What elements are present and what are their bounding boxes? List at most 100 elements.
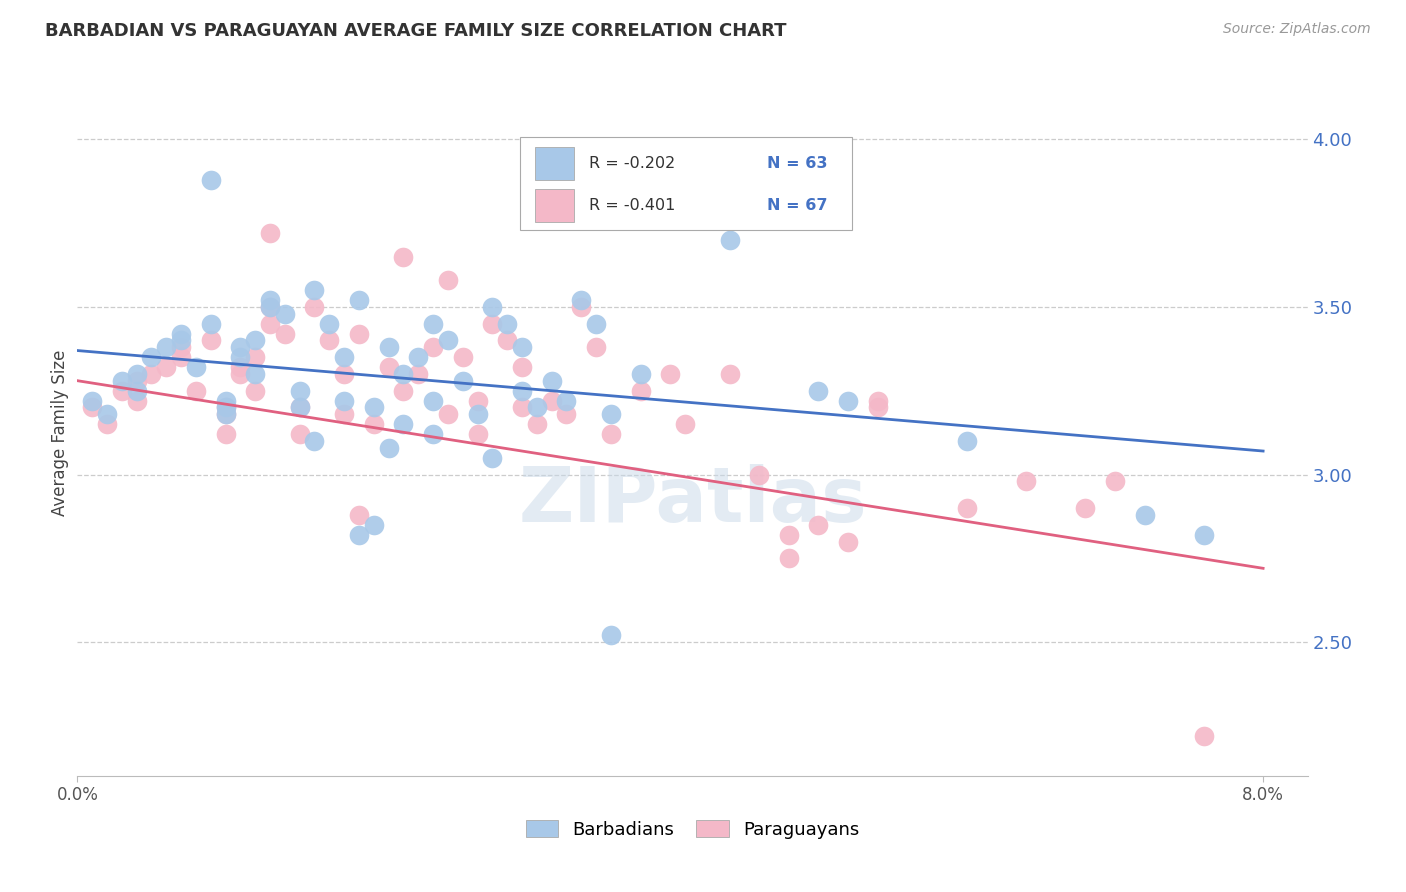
Point bbox=[245, 367, 267, 381]
Point bbox=[422, 340, 444, 354]
Point bbox=[406, 367, 429, 381]
Point bbox=[214, 407, 236, 421]
Point bbox=[377, 360, 399, 375]
Point bbox=[510, 360, 533, 375]
Point bbox=[259, 317, 281, 331]
Text: N = 63: N = 63 bbox=[768, 156, 828, 171]
Point bbox=[288, 384, 311, 398]
Point bbox=[630, 384, 652, 398]
Point bbox=[555, 393, 578, 408]
Point bbox=[347, 528, 370, 542]
Point bbox=[229, 350, 252, 364]
Point bbox=[481, 300, 503, 314]
Point bbox=[96, 407, 118, 421]
Point bbox=[600, 427, 623, 442]
Point bbox=[866, 401, 889, 415]
Point bbox=[496, 334, 519, 348]
Point bbox=[1104, 474, 1126, 488]
Point bbox=[125, 374, 148, 388]
Point bbox=[673, 417, 696, 432]
Point bbox=[1074, 501, 1097, 516]
Point bbox=[347, 508, 370, 522]
Point bbox=[422, 393, 444, 408]
Point bbox=[82, 401, 104, 415]
Point bbox=[778, 551, 800, 566]
Point bbox=[1192, 528, 1215, 542]
Point bbox=[229, 367, 252, 381]
Point bbox=[200, 334, 222, 348]
Point bbox=[288, 401, 311, 415]
Point bbox=[304, 434, 326, 448]
Point bbox=[82, 393, 104, 408]
Point bbox=[363, 401, 385, 415]
Point bbox=[333, 407, 356, 421]
Point bbox=[347, 326, 370, 341]
Point bbox=[141, 367, 163, 381]
Point bbox=[318, 334, 340, 348]
Point bbox=[288, 401, 311, 415]
Point bbox=[333, 367, 356, 381]
Point bbox=[1192, 729, 1215, 743]
Point bbox=[125, 384, 148, 398]
Point bbox=[467, 393, 489, 408]
Point bbox=[569, 293, 592, 308]
Y-axis label: Average Family Size: Average Family Size bbox=[51, 350, 69, 516]
Text: ZIPatlas: ZIPatlas bbox=[519, 465, 866, 538]
Point bbox=[170, 340, 193, 354]
Point bbox=[555, 407, 578, 421]
Point bbox=[778, 528, 800, 542]
Point bbox=[392, 384, 415, 398]
Point bbox=[200, 172, 222, 186]
Point bbox=[214, 407, 236, 421]
Point bbox=[718, 233, 741, 247]
Point bbox=[229, 340, 252, 354]
Point bbox=[956, 501, 979, 516]
Point bbox=[467, 427, 489, 442]
Point bbox=[540, 374, 562, 388]
Point bbox=[111, 384, 134, 398]
Text: R = -0.401: R = -0.401 bbox=[589, 198, 675, 213]
Point bbox=[214, 401, 236, 415]
Text: R = -0.202: R = -0.202 bbox=[589, 156, 675, 171]
Point bbox=[333, 393, 356, 408]
Point bbox=[956, 434, 979, 448]
Point bbox=[333, 350, 356, 364]
Point bbox=[214, 401, 236, 415]
Point bbox=[392, 417, 415, 432]
Point bbox=[347, 293, 370, 308]
Text: N = 67: N = 67 bbox=[768, 198, 828, 213]
Point bbox=[510, 384, 533, 398]
FancyBboxPatch shape bbox=[536, 147, 575, 180]
Point bbox=[837, 534, 859, 549]
Point bbox=[155, 340, 177, 354]
Point bbox=[245, 350, 267, 364]
Point bbox=[600, 407, 623, 421]
Point bbox=[437, 334, 460, 348]
Point bbox=[437, 273, 460, 287]
Point bbox=[245, 384, 267, 398]
Point bbox=[406, 350, 429, 364]
Point bbox=[125, 367, 148, 381]
Point bbox=[600, 628, 623, 642]
Point bbox=[585, 340, 607, 354]
Text: Source: ZipAtlas.com: Source: ZipAtlas.com bbox=[1223, 22, 1371, 37]
Point bbox=[274, 307, 297, 321]
Point bbox=[259, 227, 281, 241]
Point bbox=[569, 300, 592, 314]
Point bbox=[659, 367, 682, 381]
Point bbox=[451, 350, 474, 364]
Point bbox=[1015, 474, 1038, 488]
Point bbox=[540, 393, 562, 408]
Point bbox=[496, 317, 519, 331]
Point bbox=[585, 317, 607, 331]
Point bbox=[451, 374, 474, 388]
Point bbox=[526, 401, 548, 415]
Point bbox=[170, 350, 193, 364]
Point bbox=[718, 367, 741, 381]
Point bbox=[437, 407, 460, 421]
Point bbox=[141, 350, 163, 364]
Point bbox=[184, 384, 207, 398]
FancyBboxPatch shape bbox=[536, 189, 575, 222]
Point bbox=[214, 393, 236, 408]
Point bbox=[259, 293, 281, 308]
